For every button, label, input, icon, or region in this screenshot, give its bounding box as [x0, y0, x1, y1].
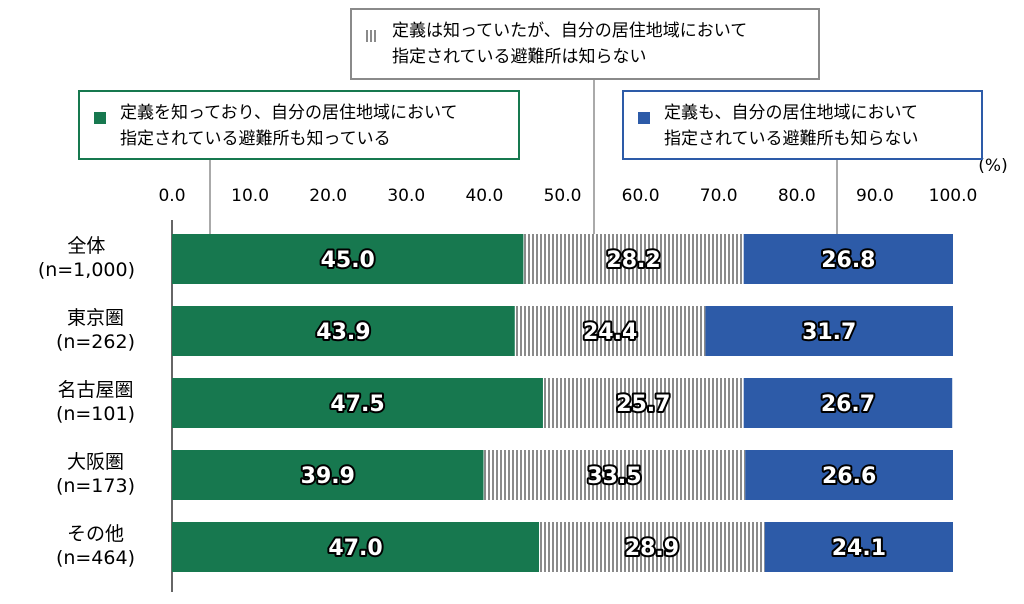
- bar-segment: [745, 450, 953, 500]
- unit-label: (%): [978, 156, 1007, 176]
- x-tick-label: 10.0: [231, 186, 269, 206]
- category-label: 東京圏 (n=262): [55, 307, 135, 353]
- value-label: 24.4: [583, 320, 637, 345]
- value-label: 47.5: [330, 392, 384, 417]
- bar-segment: [542, 378, 744, 428]
- bar-segment: [514, 306, 706, 356]
- value-label: 28.2: [606, 248, 660, 273]
- legend-label: 定義を知っており、自分の居住地域において 指定されている避難所も知っている: [120, 103, 458, 149]
- bar-segment: [743, 378, 953, 428]
- bar-segment: [764, 522, 953, 572]
- value-label: 25.7: [616, 392, 670, 417]
- category-label: 名古屋圏 (n=101): [55, 379, 135, 425]
- value-label: 39.9: [301, 464, 355, 489]
- category-label: その他 (n=464): [55, 523, 135, 569]
- x-tick-label: 50.0: [544, 186, 582, 206]
- legend-box: 定義も、自分の居住地域において 指定されている避難所も知らない: [622, 90, 983, 160]
- value-label: 45.0: [321, 248, 375, 273]
- x-tick-label: 80.0: [778, 186, 816, 206]
- legend-label: 定義も、自分の居住地域において 指定されている避難所も知らない: [664, 103, 919, 149]
- value-label: 33.5: [587, 464, 641, 489]
- bar-segment: [172, 378, 543, 428]
- bar-segment: [172, 306, 515, 356]
- bar-segment: [523, 234, 744, 284]
- bar-segment: [743, 234, 953, 284]
- bar-segment: [539, 522, 765, 572]
- value-label: 31.7: [802, 320, 856, 345]
- x-tick-label: 60.0: [622, 186, 660, 206]
- legend-swatch: [638, 112, 650, 124]
- x-tick-label: 30.0: [387, 186, 425, 206]
- legend-box: 定義を知っており、自分の居住地域において 指定されている避難所も知っている: [78, 90, 520, 160]
- bar-segment: [172, 522, 540, 572]
- legend-box: 定義は知っていたが、自分の居住地域において 指定されている避難所は知らない: [350, 8, 820, 80]
- x-tick-label: 20.0: [309, 186, 347, 206]
- value-label: 26.6: [822, 464, 876, 489]
- bar-segment: [705, 306, 953, 356]
- legend-label: 定義は知っていたが、自分の居住地域において 指定されている避難所は知らない: [392, 21, 748, 67]
- value-label: 24.1: [832, 536, 886, 561]
- value-label: 47.0: [328, 536, 382, 561]
- category-label: 大阪圏 (n=173): [55, 451, 135, 497]
- value-label: 28.9: [625, 536, 679, 561]
- x-tick-label: 0.0: [158, 186, 185, 206]
- x-tick-label: 70.0: [700, 186, 738, 206]
- legend-swatch: [94, 112, 106, 124]
- x-tick-label: 90.0: [856, 186, 894, 206]
- legend-swatch: [366, 30, 378, 42]
- bar-segment: [172, 450, 484, 500]
- bar-segment: [483, 450, 746, 500]
- x-tick-label: 40.0: [465, 186, 503, 206]
- value-label: 26.8: [821, 248, 875, 273]
- value-label: 43.9: [316, 320, 370, 345]
- x-tick-label: 100.0: [929, 186, 978, 206]
- bar-segment: [172, 234, 524, 284]
- category-label: 全体 (n=1,000): [37, 235, 135, 281]
- value-label: 26.7: [821, 392, 875, 417]
